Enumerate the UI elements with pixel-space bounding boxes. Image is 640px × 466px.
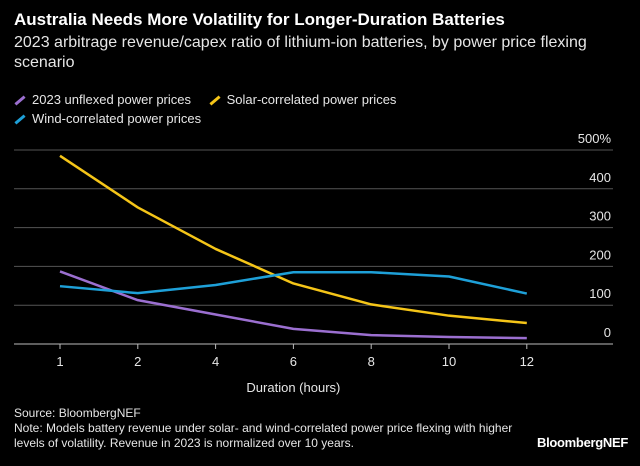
- source: Source: BloombergNEF: [14, 406, 141, 420]
- legend: 2023 unflexed power prices Solar-correla…: [14, 92, 534, 130]
- note: Note: Models battery revenue under solar…: [14, 421, 513, 450]
- bloomberg-logo: BloombergNEF: [536, 435, 628, 450]
- x-tick-label: 10: [442, 354, 456, 369]
- legend-item-solar: Solar-correlated power prices: [209, 92, 397, 107]
- x-tick-label: 2: [134, 354, 141, 369]
- x-tick-label: 4: [212, 354, 219, 369]
- y-tick-label: 400: [589, 170, 611, 185]
- footer: Source: BloombergNEF Note: Models batter…: [14, 406, 514, 451]
- y-tick-label: 100: [589, 286, 611, 301]
- legend-label: 2023 unflexed power prices: [32, 92, 191, 107]
- legend-label: Wind-correlated power prices: [32, 111, 202, 126]
- legend-label: Solar-correlated power prices: [226, 92, 397, 107]
- y-tick-label: 200: [589, 247, 611, 262]
- y-tick-label: 300: [589, 209, 611, 224]
- legend-item-wind: Wind-correlated power prices: [14, 111, 201, 126]
- legend-item-unflexed: 2023 unflexed power prices: [14, 92, 191, 107]
- x-axis-label: Duration (hours): [246, 380, 340, 395]
- y-tick-label: 0: [604, 325, 611, 340]
- x-tick-label: 6: [290, 354, 297, 369]
- chart-title: Australia Needs More Volatility for Long…: [14, 10, 505, 29]
- y-tick-label: 500%: [578, 131, 612, 146]
- x-tick-label: 8: [368, 354, 375, 369]
- x-tick-label: 12: [520, 354, 534, 369]
- chart-subtitle: 2023 arbitrage revenue/capex ratio of li…: [14, 34, 587, 71]
- x-tick-label: 1: [56, 354, 63, 369]
